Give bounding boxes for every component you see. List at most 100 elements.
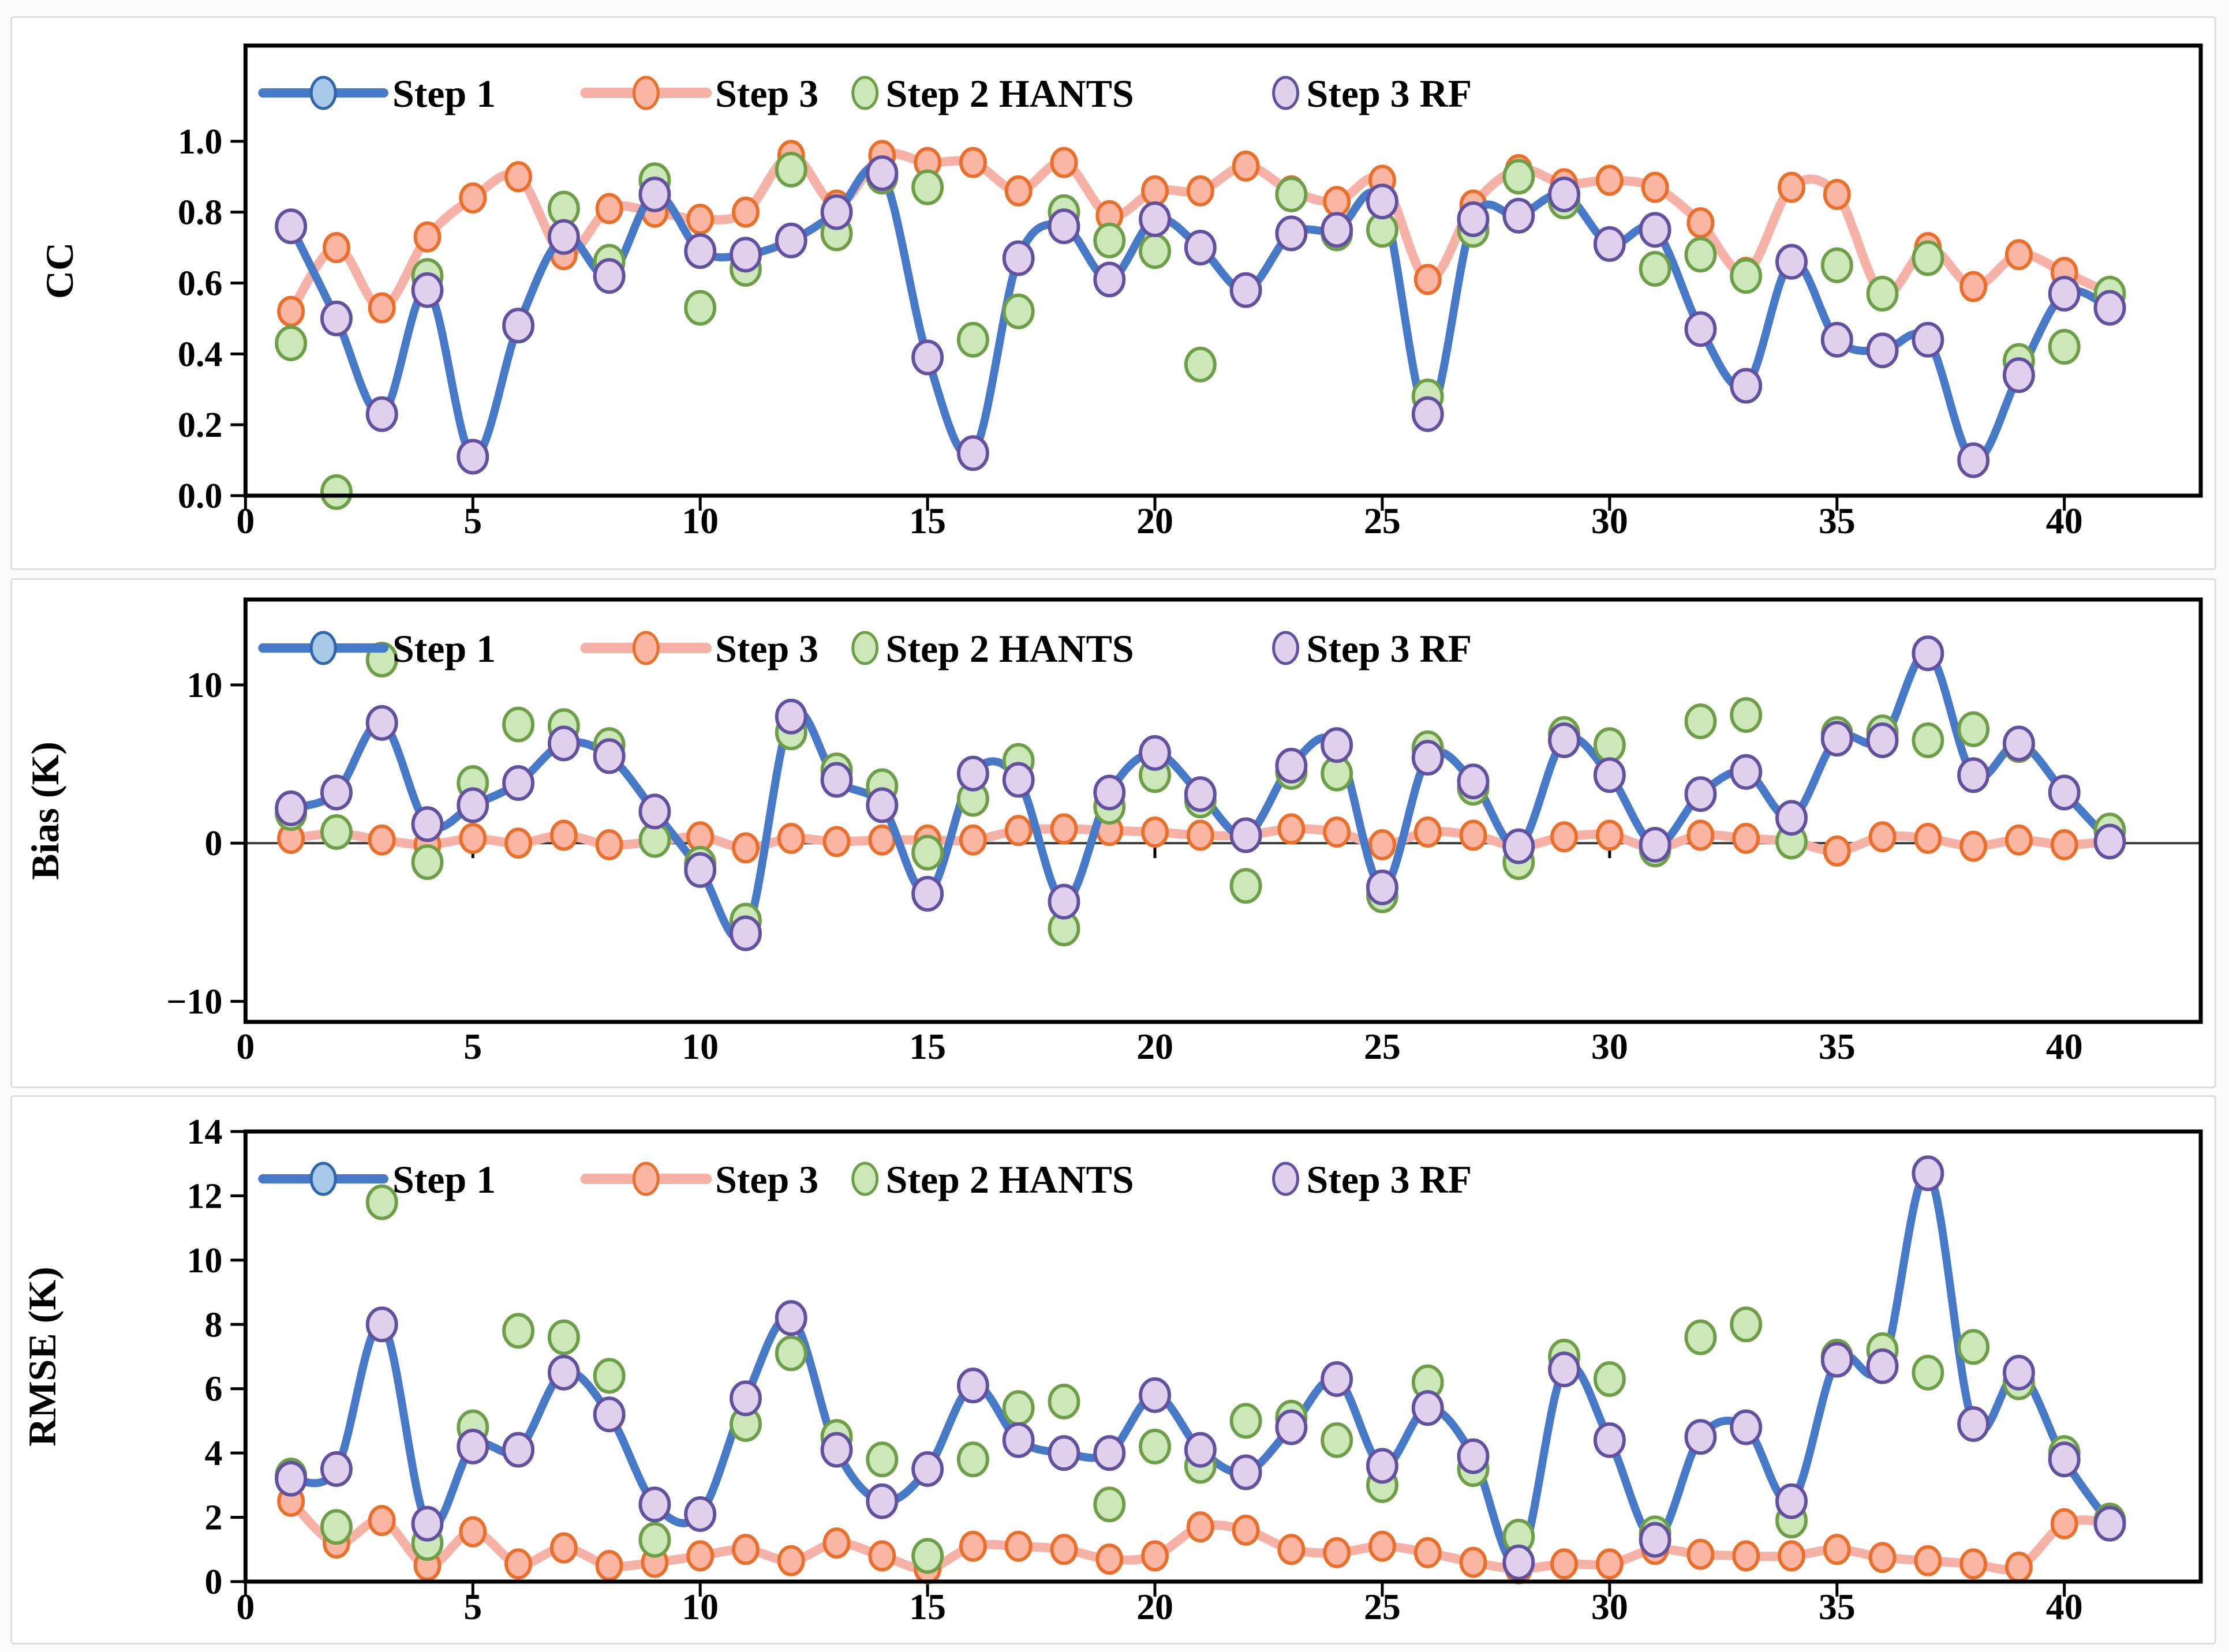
step1-legend-marker-icon	[309, 76, 337, 110]
cc-y-tick-label: 0.8	[178, 193, 222, 233]
cc-legend: Step 1 Step 3 Step 2 HANTS Step 3 RF	[258, 72, 1472, 115]
legend-item-label: Step 3 RF	[1306, 72, 1472, 115]
cc-y-tick-label: 1.0	[178, 122, 222, 162]
legend-item-label: Step 3 RF	[1306, 1157, 1472, 1201]
legend-item-label: Step 1	[392, 1157, 496, 1201]
rmse-x-tick-label: 15	[909, 1586, 946, 1627]
rmse-x-tick-label: 0	[236, 1586, 255, 1627]
rmse-legend: Step 1 Step 3 Step 2 HANTS Step 3 RF	[258, 1157, 1472, 1201]
cc-x-tick-label: 20	[1136, 500, 1173, 541]
legend-item-label: Step 2 HANTS	[886, 72, 1134, 115]
rmse-x-tick-label: 35	[1819, 1586, 1856, 1627]
legend-item-step1: Step 1	[258, 72, 496, 115]
rmse-y-tick-label: 14	[187, 1112, 223, 1152]
step3-legend-marker-icon	[632, 1162, 660, 1196]
legend-item-hants: Step 2 HANTS	[851, 627, 1134, 670]
bias-x-tick-label: 35	[1819, 1026, 1856, 1067]
bias-legend: Step 1 Step 3 Step 2 HANTS Step 3 RF	[258, 627, 1472, 670]
cc-x-tick-label: 25	[1364, 500, 1401, 541]
rmse-chart-panel: 0 5 10 15 20 25 30 35 40 0 2 4 6 8 10 12 14 RMSE (K) Step …	[10, 1095, 2216, 1644]
bias-chart-panel: 0 5 10 15 20 25 30 35 40 −10 0 10 Bias (K) Step 1 Step…	[10, 578, 2216, 1088]
rmse-y-tick-label: 4	[204, 1434, 222, 1473]
rmse-y-tick-label: 10	[187, 1241, 223, 1280]
step1-legend-marker-icon	[309, 1162, 337, 1196]
cc-plot-frame	[243, 43, 2203, 498]
rmse-x-tick-label: 10	[682, 1586, 719, 1627]
cc-y-tick-label: 0.6	[178, 264, 222, 303]
rf-legend-marker-icon	[1272, 76, 1299, 110]
legend-item-step1: Step 1	[258, 627, 496, 670]
rmse-series-step3-markers	[277, 1485, 2124, 1584]
bias-y-tick-label: −10	[166, 982, 222, 1021]
hants-legend-marker-icon	[851, 631, 879, 665]
cc-series-rf-markers	[275, 155, 2126, 478]
legend-item-step3: Step 3	[580, 627, 818, 670]
cc-y-axis-title: CC	[38, 242, 81, 299]
bias-x-tick-label: 5	[463, 1026, 482, 1067]
bias-y-tick-label: 0	[204, 824, 222, 863]
cc-x-tick-label: 35	[1819, 500, 1856, 541]
bias-series	[275, 635, 2126, 952]
step3-legend-marker-icon	[632, 631, 660, 665]
cc-axes: 0 5 10 15 20 25 30 35 40 0.0 0.2 0.4 0.6 0.8 1.0 CC	[38, 122, 2083, 541]
cc-x-tick-label: 30	[1591, 500, 1628, 541]
bias-x-tick-label: 40	[2046, 1026, 2083, 1067]
cc-x-tick-label: 0	[236, 500, 255, 541]
rmse-y-tick-label: 2	[204, 1499, 222, 1538]
legend-item-step1: Step 1	[258, 1157, 496, 1201]
cc-chart-panel: 0 5 10 15 20 25 30 35 40 0.0 0.2 0.4 0.6 0.8 1.0 CC Step…	[10, 16, 2216, 570]
bias-x-tick-label: 10	[682, 1026, 719, 1067]
cc-series	[275, 140, 2126, 510]
rmse-x-tick-label: 30	[1591, 1586, 1628, 1627]
legend-item-label: Step 2 HANTS	[886, 627, 1134, 670]
legend-item-step3: Step 3	[580, 72, 818, 115]
cc-y-tick-label: 0.4	[178, 335, 222, 374]
rmse-x-tick-label: 20	[1136, 1586, 1173, 1627]
rmse-axes: 0 5 10 15 20 25 30 35 40 0 2 4 6 8 10 12 14 RMSE (K)	[20, 1112, 2083, 1627]
legend-item-hants: Step 2 HANTS	[851, 72, 1134, 115]
legend-item-label: Step 3 RF	[1306, 627, 1472, 670]
bias-plot-frame	[243, 597, 2203, 1024]
legend-item-rf: Step 3 RF	[1272, 627, 1472, 670]
bias-axes: 0 5 10 15 20 25 30 35 40 −10 0 10 Bias (K)	[23, 666, 2201, 1067]
legend-item-rf: Step 3 RF	[1272, 1157, 1472, 1201]
legend-item-label: Step 2 HANTS	[886, 1157, 1134, 1201]
rmse-plot-frame	[243, 1129, 2203, 1584]
rmse-x-tick-label: 40	[2046, 1586, 2083, 1627]
cc-x-tick-label: 5	[463, 500, 482, 541]
cc-x-tick-label: 40	[2046, 500, 2083, 541]
legend-item-rf: Step 3 RF	[1272, 72, 1472, 115]
bias-series-step3-markers	[277, 813, 2124, 867]
rmse-y-tick-label: 12	[187, 1177, 223, 1216]
step3-legend-marker-icon	[632, 76, 660, 110]
bias-x-tick-label: 0	[236, 1026, 255, 1067]
rmse-series-rf-markers	[275, 1155, 2126, 1580]
bias-x-tick-label: 15	[909, 1026, 946, 1067]
legend-item-label: Step 1	[392, 72, 496, 115]
legend-item-label: Step 1	[392, 627, 496, 670]
rmse-y-tick-label: 8	[204, 1305, 222, 1344]
rmse-y-axis-title: RMSE (K)	[20, 1267, 64, 1447]
rf-legend-marker-icon	[1272, 631, 1299, 665]
bias-x-tick-label: 20	[1136, 1026, 1173, 1067]
hants-legend-marker-icon	[851, 76, 879, 110]
hants-legend-marker-icon	[851, 1162, 879, 1196]
legend-item-hants: Step 2 HANTS	[851, 1157, 1134, 1201]
rmse-chart: 0 5 10 15 20 25 30 35 40 0 2 4 6 8 10 12 14 RMSE (K) Step …	[20, 1112, 2203, 1627]
rmse-y-tick-label: 0	[204, 1563, 222, 1602]
cc-y-tick-label: 0.2	[178, 406, 222, 445]
legend-item-label: Step 3	[715, 1157, 818, 1201]
bias-y-tick-label: 10	[187, 666, 223, 705]
step1-legend-marker-icon	[309, 631, 337, 665]
bias-series-rf-markers	[275, 635, 2126, 952]
cc-y-tick-label: 0.0	[178, 477, 222, 516]
cc-chart: 0 5 10 15 20 25 30 35 40 0.0 0.2 0.4 0.6 0.8 1.0 CC Step…	[38, 43, 2203, 541]
legend-item-label: Step 3	[715, 72, 818, 115]
cc-x-tick-label: 10	[682, 500, 719, 541]
rf-legend-marker-icon	[1272, 1162, 1299, 1196]
legend-item-label: Step 3	[715, 627, 818, 670]
rmse-x-tick-label: 25	[1364, 1586, 1401, 1627]
rmse-y-tick-label: 6	[204, 1370, 222, 1409]
